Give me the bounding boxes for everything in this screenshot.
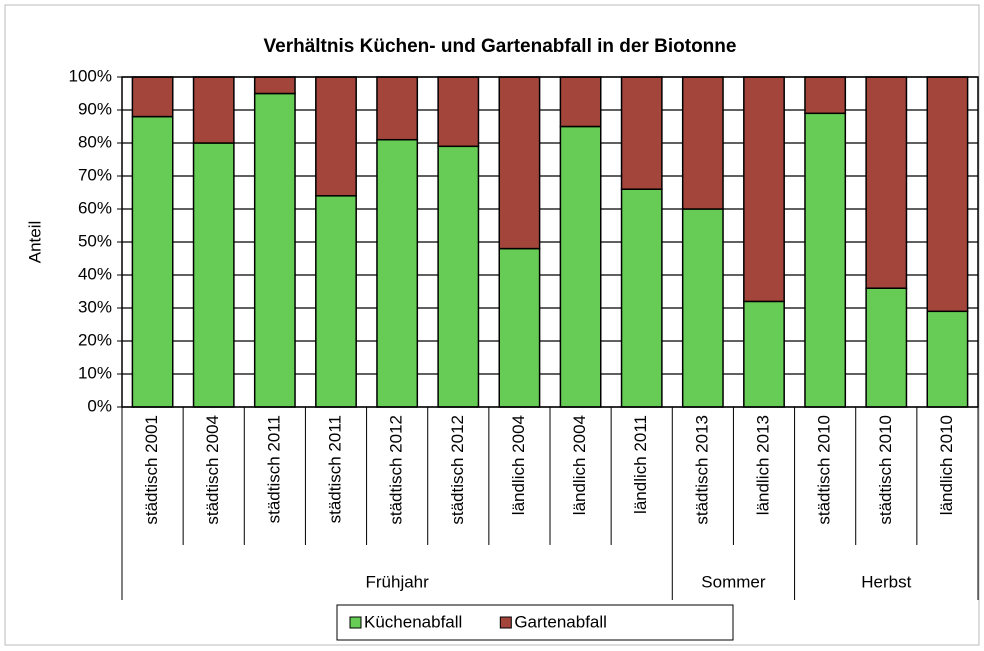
x-tick-label: städtisch 2012 [387,415,406,525]
y-tick-label: 30% [78,297,112,316]
y-tick-label: 90% [78,99,112,118]
bar-segment [804,112,847,408]
legend-swatch [499,616,512,629]
y-tick-label: 0% [87,396,112,415]
bar-segment [376,138,419,408]
bar-segment [926,310,969,408]
legend-box [336,604,734,641]
bar-segment [559,125,602,408]
x-tick-label: städtisch 2004 [203,415,222,525]
bar-segment [743,76,785,303]
x-tick-label: ländlich 2013 [753,415,772,515]
group-label: Herbst [861,572,911,591]
bar-segment [437,145,480,408]
y-tick-label: 20% [78,330,112,349]
x-tick-label: städtisch 2013 [692,415,711,525]
x-tick-label: städtisch 2011 [264,415,283,523]
bar-segment [620,76,663,190]
x-tick-label: städtisch 2012 [448,415,467,525]
y-tick-label: 70% [78,165,112,184]
y-tick-label: 50% [78,231,112,250]
x-tick-label: ländlich 2010 [937,415,956,515]
legend-label: Gartenabfall [514,612,607,631]
bar-segment [681,76,724,210]
bar-segment [620,188,663,408]
y-tick-label: 60% [78,198,112,217]
bar-segment [192,142,235,408]
y-tick-label: 80% [78,132,112,151]
x-tick-label: ländlich 2011 [631,415,650,514]
bar-segment [865,287,908,408]
bar-segment [131,115,174,408]
y-tick-label: 40% [78,264,112,283]
x-tick-label: städtisch 2010 [876,415,895,525]
y-tick-label: 10% [78,363,112,382]
bar-segment [253,92,296,408]
bar-segment [804,76,847,115]
bar-segment [437,76,480,148]
x-tick-label: städtisch 2011 [325,415,344,523]
legend-label: Küchenabfall [364,612,462,631]
group-label: Frühjahr [365,572,429,591]
bar-segment [253,76,296,95]
group-label: Sommer [701,572,766,591]
bar-segment [131,76,174,118]
y-tick-label: 100% [69,66,112,85]
y-axis-label: Anteil [25,221,44,264]
bar-segment [498,76,541,250]
bar-segment [926,76,969,313]
bar-segment [559,76,602,128]
x-tick-label: ländlich 2004 [570,415,589,515]
bar-segment [315,76,357,197]
bar-segment [681,208,724,408]
bar-segment [743,300,785,408]
bar-segment [498,247,541,408]
bar-segment [376,76,419,141]
x-tick-label: städtisch 2010 [815,415,834,525]
bar-segment [865,76,908,289]
chart-title: Verhältnis Küchen- und Gartenabfall in d… [264,36,737,57]
bar-segment [315,195,357,408]
x-tick-label: städtisch 2001 [142,415,161,525]
bar-segment [192,76,235,144]
x-tick-label: ländlich 2004 [509,415,528,515]
legend-swatch [349,616,362,629]
